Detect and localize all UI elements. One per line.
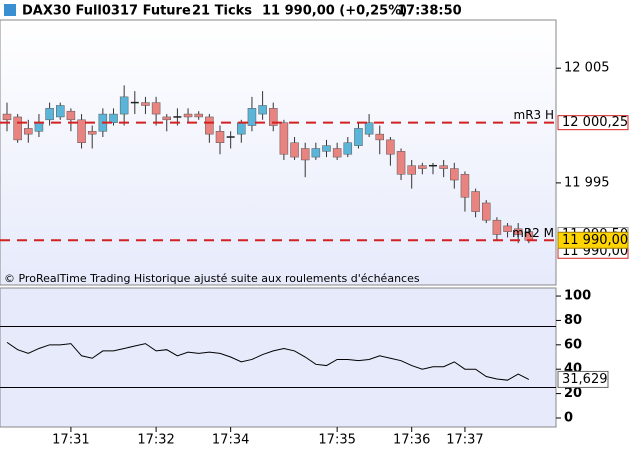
x-tick-label: 17:35 — [318, 433, 355, 448]
candle-body — [258, 105, 267, 115]
value-label: 31,629 — [562, 372, 608, 387]
candle-body — [237, 122, 246, 135]
level-label: 12 000,25 — [562, 115, 628, 130]
candle-body — [151, 102, 161, 115]
price-panel — [0, 19, 557, 286]
last-price-box — [557, 231, 629, 249]
candle-body — [183, 113, 193, 118]
interval: 21 Ticks — [192, 4, 252, 19]
y-tick-label: 80 — [564, 313, 582, 328]
candle-body — [386, 139, 395, 155]
candle-body — [503, 225, 512, 232]
candle-body — [109, 113, 118, 123]
indicator-line — [6, 341, 530, 381]
candle-body — [450, 168, 459, 181]
candle-body — [2, 113, 12, 121]
instrument-title: DAX30 Full0317 Future — [22, 4, 191, 19]
candle-body — [332, 148, 342, 158]
candle-body — [492, 219, 502, 235]
candle-body — [407, 165, 416, 175]
candle-body — [87, 131, 97, 135]
candle-body — [279, 122, 289, 155]
candle-body — [364, 122, 374, 135]
candle-body — [194, 113, 203, 118]
y-tick-label: 20 — [564, 386, 582, 401]
y-tick-label: 100 — [564, 289, 591, 304]
y-tick-label: 11 995 — [564, 175, 610, 190]
last-price-label: 11 990,00 — [562, 233, 628, 248]
candle-body — [56, 105, 65, 118]
candle-body — [290, 142, 299, 158]
level-name: mR3 H — [514, 108, 555, 122]
x-tick-label: 17:36 — [393, 433, 430, 448]
price-change: 11 990,00 (+0,25%) — [262, 4, 407, 19]
x-tick-label: 17:34 — [212, 433, 249, 448]
instrument-icon — [4, 4, 16, 16]
x-tick-label: 17:32 — [137, 433, 174, 448]
candle-body — [311, 148, 321, 158]
x-tick-label: 17:37 — [446, 433, 483, 448]
x-tick-label: 17:31 — [52, 433, 89, 448]
y-tick-label: 60 — [564, 337, 582, 352]
candle-body — [45, 108, 54, 121]
value-label-box — [557, 370, 609, 388]
candle-body — [322, 145, 331, 152]
candle-body — [418, 165, 427, 169]
candle-body — [439, 165, 448, 169]
candle-body — [66, 110, 76, 121]
candle-body — [119, 96, 129, 115]
candle-body — [300, 148, 310, 161]
candle-body — [247, 108, 257, 126]
candle-body — [482, 202, 491, 221]
level-box — [557, 115, 629, 131]
candle-body — [24, 128, 33, 135]
candle-body — [396, 151, 406, 175]
footnote: © ProRealTime Trading Historique ajusté … — [4, 272, 420, 285]
clock: 17:38:50 — [397, 4, 462, 19]
y-tick-label: 12 005 — [564, 61, 610, 76]
candle-body — [375, 133, 384, 141]
candle-body — [77, 119, 86, 143]
candle-body — [513, 228, 523, 235]
candle-body — [460, 174, 470, 198]
candle-body — [13, 116, 22, 141]
level-name: mR2 M — [512, 226, 554, 240]
candle-body — [343, 142, 353, 155]
candle-body — [141, 102, 150, 106]
candle-body — [205, 116, 214, 135]
candle-body — [354, 128, 363, 146]
indicator-panel — [0, 287, 557, 428]
candle-body — [162, 116, 171, 121]
candle-body — [269, 108, 278, 126]
y-tick-label: 0 — [564, 410, 573, 425]
candle-body — [215, 131, 225, 143]
candle-body — [471, 191, 480, 212]
candle-body — [34, 122, 44, 132]
